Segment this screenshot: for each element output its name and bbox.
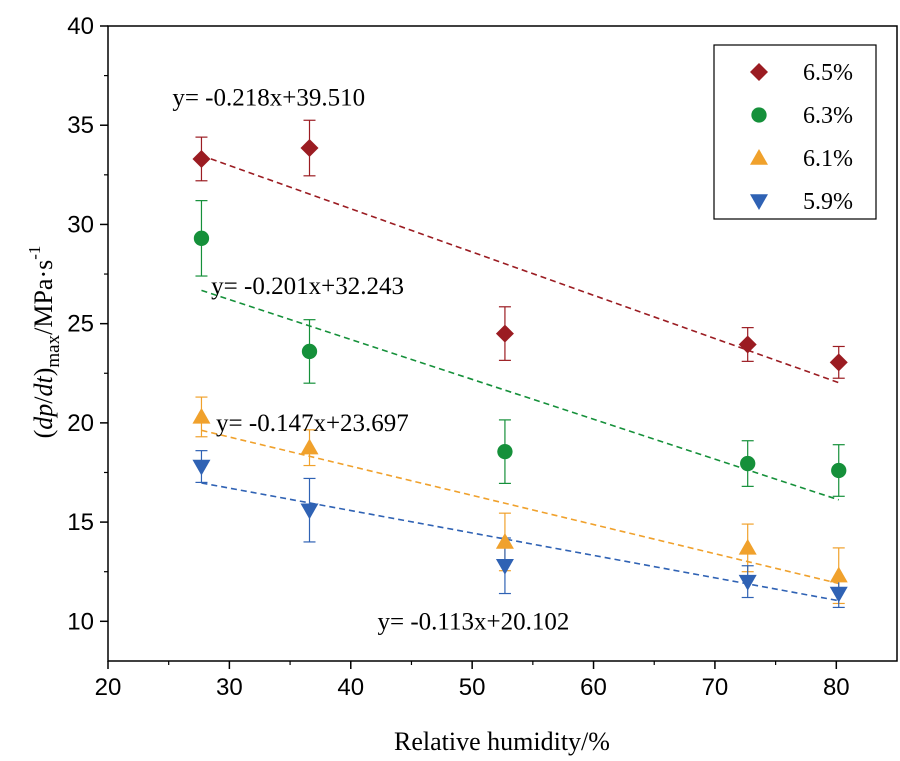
legend-label: 6.3% — [803, 103, 853, 129]
data-point — [829, 353, 848, 372]
fit-line — [201, 154, 840, 384]
x-tick-label: 60 — [580, 674, 607, 701]
data-point — [495, 324, 514, 343]
y-axis-title-var: dp — [29, 404, 58, 430]
y-axis-title-unit: /MPa·s — [29, 260, 58, 335]
plot-frame — [107, 25, 898, 662]
y-tick-label: 40 — [67, 13, 94, 40]
x-tick-label: 50 — [459, 674, 486, 701]
data-point — [300, 438, 319, 455]
data-point — [495, 532, 514, 549]
fit-line — [201, 482, 839, 602]
fit-equation: y= -0.147x+23.697 — [216, 410, 409, 437]
y-axis-title-sup: -1 — [25, 246, 44, 260]
data-point — [193, 230, 210, 246]
data-point — [300, 503, 319, 520]
y-tick-label: 30 — [67, 211, 94, 238]
data-point — [829, 566, 848, 583]
y-tick-label: 10 — [67, 608, 94, 635]
x-axis-title: Relative humidity/% — [394, 727, 610, 756]
data-point — [495, 559, 514, 575]
y-tick-label: 25 — [67, 311, 94, 338]
x-tick-label: 80 — [823, 674, 850, 701]
legend-marker — [750, 194, 768, 210]
y-tick-label: 15 — [67, 509, 94, 536]
legend-label: 6.1% — [803, 146, 853, 172]
y-axis-title-slash: / — [29, 396, 58, 404]
data-point — [192, 459, 211, 476]
data-point — [738, 335, 757, 354]
x-tick-label: 30 — [216, 674, 243, 701]
fit-line — [201, 289, 839, 501]
data-point — [740, 455, 756, 472]
y-axis-title-sub: max — [43, 334, 64, 367]
y-axis-title-open: ( — [29, 430, 58, 439]
data-point — [738, 538, 757, 555]
y-tick-label: 20 — [67, 410, 94, 437]
x-tick-label: 70 — [702, 674, 729, 701]
y-axis-title: (dp/dt)max/MPa·s-1 — [25, 246, 64, 439]
y-axis-title-close: ) — [29, 368, 58, 377]
fit-equation: y= -0.113x+20.102 — [377, 608, 569, 635]
fit-equation: y= -0.218x+39.510 — [172, 84, 365, 111]
data-point — [192, 149, 211, 168]
legend-marker — [750, 63, 768, 81]
x-tick-label: 20 — [95, 674, 122, 701]
data-point — [301, 343, 318, 360]
fit-line — [201, 429, 839, 585]
legend-marker — [750, 149, 768, 165]
data-point — [497, 443, 513, 460]
data-point — [300, 139, 319, 158]
y-tick-label: 35 — [67, 112, 94, 139]
legend-marker — [751, 107, 767, 123]
data-point — [738, 574, 757, 591]
x-tick-label: 40 — [337, 674, 364, 701]
legend-label: 6.5% — [803, 60, 853, 86]
fit-equation: y= -0.201x+32.243 — [211, 273, 404, 300]
data-point — [831, 462, 847, 479]
data-point — [829, 586, 848, 603]
legend-box — [713, 44, 877, 220]
data-point — [192, 407, 211, 424]
y-axis-title-var2: dt — [29, 376, 58, 397]
legend-label: 5.9% — [803, 189, 853, 215]
